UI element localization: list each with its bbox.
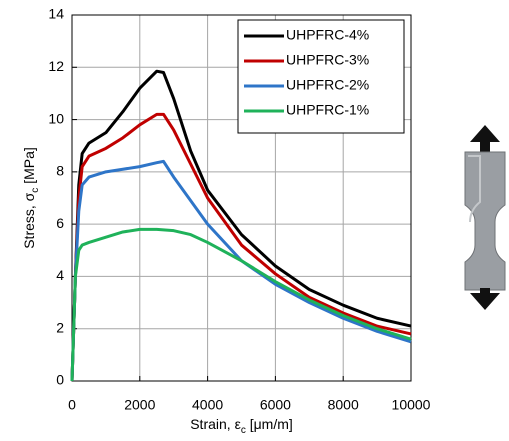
x-axis-label: Strain, εc [μm/m]: [190, 416, 293, 436]
x-tick-label: 10000: [392, 397, 431, 413]
x-tick-label: 8000: [328, 397, 359, 413]
y-tick-label: 10: [48, 110, 64, 126]
x-tick-label: 2000: [124, 397, 155, 413]
series-line: [70, 112, 412, 382]
series-line: [70, 69, 412, 382]
plot-frame: [71, 14, 412, 382]
y-tick-label: 6: [56, 215, 64, 231]
y-tick-label: 2: [56, 319, 64, 335]
series-line: [70, 227, 412, 382]
legend-label: UHPFRC-4%: [286, 27, 369, 43]
y-tick-label: 14: [48, 6, 64, 22]
x-axis-label-part: c: [241, 425, 246, 436]
legend-box: [237, 19, 405, 134]
legend-label: UHPFRC-1%: [286, 102, 369, 118]
y-axis-label-part: c: [30, 188, 41, 193]
y-tick-label: 4: [56, 267, 64, 283]
x-tick-label: 4000: [192, 397, 223, 413]
y-axis-label-part: [MPa]: [21, 147, 37, 187]
legend-label: UHPFRC-3%: [286, 52, 369, 68]
x-axis-label-part: [μm/m]: [246, 416, 293, 432]
specimen-icon: [464, 125, 506, 310]
x-axis-label-part: Strain, ε: [190, 416, 241, 432]
x-tick-label: 0: [68, 397, 76, 413]
y-axis-label-part: Stress, σ: [21, 192, 37, 248]
y-axis-label: Stress, σc [MPa]: [21, 147, 41, 249]
legend-label: UHPFRC-2%: [286, 77, 369, 93]
x-tick-label: 6000: [260, 397, 291, 413]
y-tick-label: 12: [48, 58, 64, 74]
series-line: [70, 159, 412, 382]
y-tick-label: 0: [56, 372, 64, 388]
y-tick-label: 8: [56, 163, 64, 179]
